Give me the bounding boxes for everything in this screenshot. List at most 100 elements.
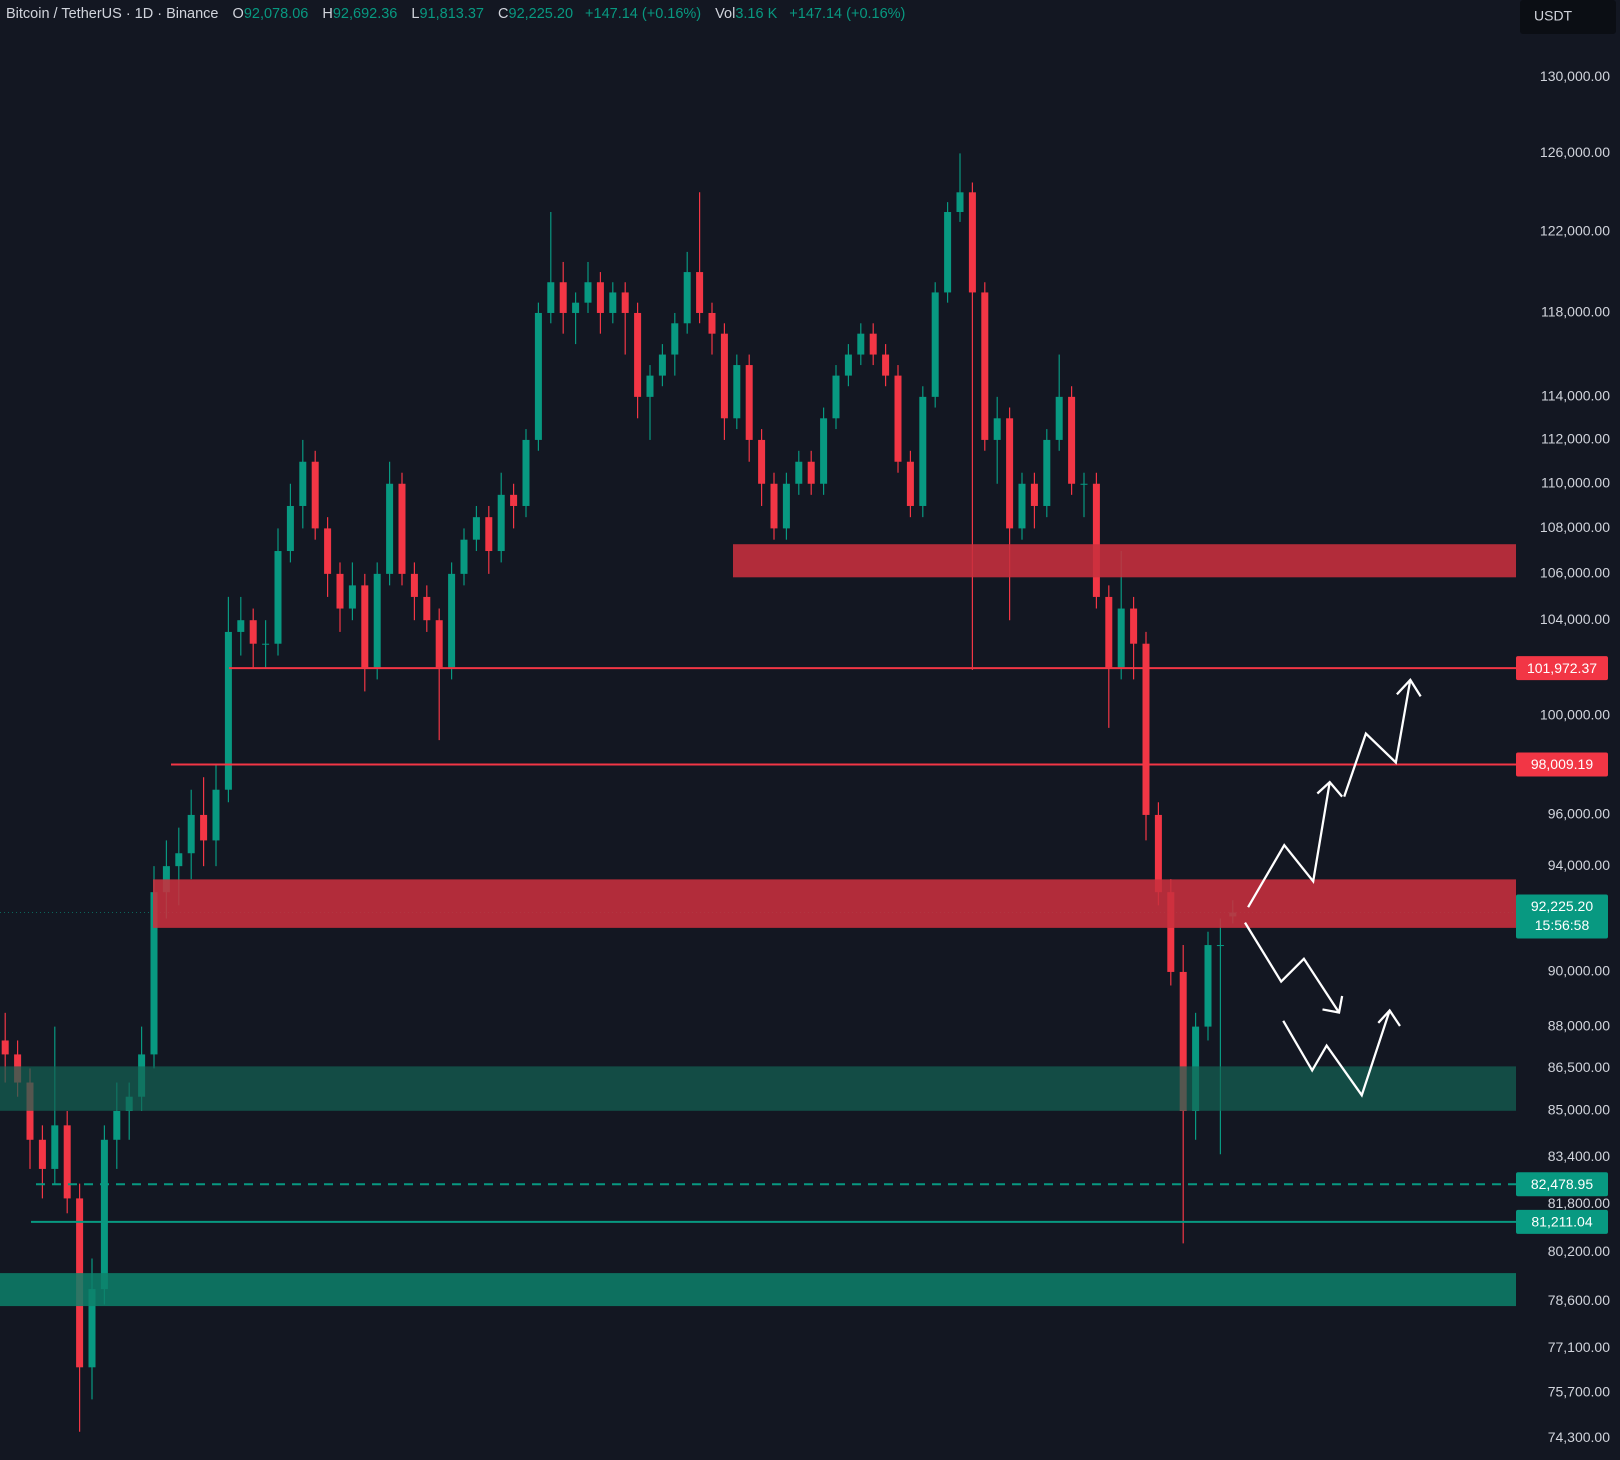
candle-body [758, 439, 766, 484]
y-tick-label: 77,100.00 [1548, 1339, 1610, 1355]
candle-body [1068, 396, 1076, 484]
candle-body [1030, 483, 1038, 506]
zone [153, 879, 1516, 928]
candle-body [435, 620, 443, 668]
candle-body [807, 461, 815, 484]
y-tick-label: 104,000.00 [1540, 611, 1610, 627]
candle-body [820, 418, 828, 484]
candle-body [1142, 643, 1150, 815]
candle-body [162, 866, 170, 893]
candle-body [1, 1040, 9, 1055]
candle-body [187, 814, 195, 854]
zone [733, 544, 1516, 578]
y-tick-label: 80,200.00 [1548, 1243, 1610, 1259]
candle-body [993, 418, 1001, 440]
y-tick-label: 130,000.00 [1540, 68, 1610, 84]
candle-body [869, 333, 877, 355]
price-tag-label: 101,972.37 [1527, 660, 1597, 676]
candle-body [584, 282, 592, 303]
y-tick-label: 85,000.00 [1548, 1102, 1610, 1118]
candle-body [497, 494, 505, 552]
y-tick-label: 100,000.00 [1540, 706, 1610, 722]
countdown: 15:56:58 [1535, 917, 1590, 933]
volume-value: 3.16 K [735, 6, 778, 22]
candle-body [720, 333, 728, 419]
candle-body [88, 1289, 96, 1368]
y-tick-label: 108,000.00 [1540, 519, 1610, 535]
candle-body [398, 483, 406, 574]
candle-body [1130, 608, 1138, 644]
candle-body [472, 517, 480, 540]
candle-body [1092, 483, 1100, 597]
candle-body [113, 1110, 121, 1140]
candle-body [559, 282, 567, 313]
symbol: Bitcoin / TetherUS · 1D · Binance [6, 6, 219, 22]
candle-body [981, 292, 989, 440]
y-tick-label: 114,000.00 [1541, 388, 1610, 404]
arrow-up [1343, 679, 1412, 797]
candle-body [683, 272, 691, 324]
candle-body [299, 461, 307, 506]
candle-body [522, 439, 530, 506]
arrow-up [1282, 1010, 1391, 1098]
candle-body [1179, 971, 1187, 1111]
last-price-label: 92,225.20 [1531, 898, 1593, 914]
currency-box[interactable] [1520, 0, 1616, 34]
candle-body [100, 1139, 108, 1290]
currency: USDT [1534, 8, 1573, 24]
candle-body [448, 573, 456, 668]
candle-body [1105, 596, 1113, 668]
y-tick-label: 96,000.00 [1548, 806, 1610, 822]
price-tag-label: 81,211.04 [1531, 1214, 1592, 1230]
ohlc-value: 92,078.06 [243, 6, 309, 22]
price-tag [1516, 1172, 1608, 1197]
price-tag [1516, 1209, 1608, 1234]
price-tag [1516, 656, 1608, 681]
arrow-head [1322, 995, 1344, 1014]
scenario-arrows [1244, 677, 1422, 1098]
candle-body [696, 272, 704, 313]
candle-body [1154, 814, 1162, 893]
candle-body [286, 505, 294, 552]
candle-body [224, 631, 232, 790]
candle-body [795, 461, 803, 484]
ohlc-key: L [411, 6, 420, 22]
overlays [0, 544, 1516, 1307]
candle-body [262, 643, 270, 645]
candle-body [336, 573, 344, 609]
y-tick-label: 88,000.00 [1548, 1017, 1610, 1033]
ohlc-value: 92,225.20 [508, 6, 574, 22]
candle-body [1080, 483, 1088, 485]
candle-body [658, 354, 666, 376]
candle-body [1204, 945, 1212, 1027]
last-price-tag [1516, 894, 1608, 939]
plot [0, 153, 1516, 1432]
candle-body [1006, 418, 1014, 529]
candle-body [770, 483, 778, 529]
candle-body [63, 1125, 71, 1199]
candle-body [410, 573, 418, 597]
y-tick-label: 110,000.00 [1541, 474, 1610, 490]
volume-change: +147.14 (+0.16%) [789, 6, 906, 22]
candle-body [460, 539, 468, 574]
zone [0, 1273, 1516, 1307]
y-tick-label: 75,700.00 [1548, 1384, 1610, 1400]
candle-body [373, 573, 381, 668]
candle-body [708, 312, 716, 334]
arrow-head [1377, 1008, 1401, 1027]
candle-body [944, 212, 952, 293]
arrow-down [1244, 922, 1340, 1014]
candle-body [361, 585, 369, 668]
arrow-head [1396, 677, 1422, 697]
candle-body [621, 292, 629, 313]
candle-body [968, 192, 976, 293]
volume-key: Vol [715, 6, 736, 22]
candle-body [671, 323, 679, 355]
y-tick-label: 122,000.00 [1540, 223, 1610, 239]
candle-body [1055, 396, 1063, 440]
candle-body [212, 789, 220, 841]
candle-body [745, 365, 753, 440]
candle-body [200, 814, 208, 841]
candle-body [547, 282, 555, 313]
